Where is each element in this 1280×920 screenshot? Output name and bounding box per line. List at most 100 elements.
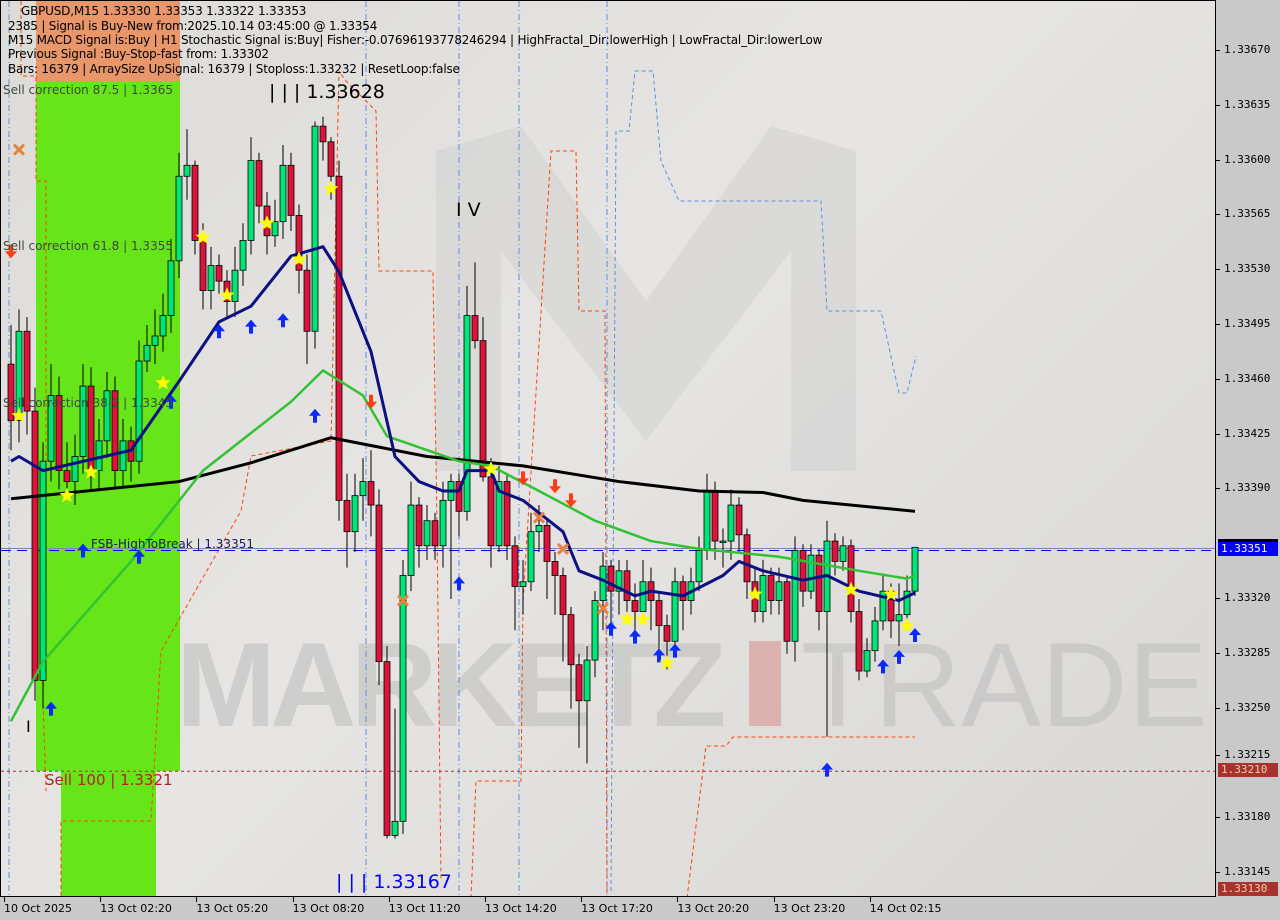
candle-body xyxy=(791,550,799,642)
candle xyxy=(231,246,239,318)
candle-body xyxy=(743,534,751,583)
ma-price-tag xyxy=(1218,539,1278,544)
candle-body xyxy=(799,550,807,592)
candle xyxy=(287,152,295,232)
candle xyxy=(311,121,319,349)
star-signal-icon xyxy=(259,215,275,230)
candle xyxy=(503,473,511,560)
candle-body xyxy=(911,546,919,592)
price-tick: 1.33320 xyxy=(1215,590,1271,604)
candle xyxy=(879,575,887,631)
star-signal-icon xyxy=(635,611,651,626)
candle-body xyxy=(343,499,351,533)
candle-body xyxy=(303,269,311,332)
candle-body xyxy=(623,570,631,601)
current-price-tag: 1.33351 xyxy=(1218,542,1278,557)
candle-body xyxy=(247,160,255,241)
star-signal-icon xyxy=(619,611,635,626)
candle-body xyxy=(711,490,719,542)
star-signal-icon xyxy=(747,586,763,601)
wave-i-label: I xyxy=(26,717,31,736)
candle xyxy=(455,473,463,537)
indicator-signals: M15 MACD Signal is:Buy | H1 Stochastic S… xyxy=(8,33,823,47)
star-signal-icon xyxy=(483,461,499,476)
price-tick: 1.33460 xyxy=(1215,371,1271,385)
candle xyxy=(55,376,63,490)
candle-body xyxy=(191,164,199,241)
candle-body xyxy=(119,440,127,472)
candle-body xyxy=(327,141,335,177)
candle-body xyxy=(503,481,511,547)
price-tick: 1.33670 xyxy=(1215,43,1271,56)
candle xyxy=(335,160,343,521)
candle-body xyxy=(167,260,175,317)
previous-signal: Previous Signal :Buy-Stop-fast from: 1.3… xyxy=(8,47,269,61)
price-axis[interactable]: 1.33670 1.33635 1.33600 1.33565 1.33530 1.334… xyxy=(1215,0,1280,897)
candle xyxy=(591,591,599,678)
price-tick: 1.33495 xyxy=(1215,316,1271,330)
chart-area[interactable]: MARKETZ TRADE GBPUSD,M15 1.33330 1.33353 … xyxy=(0,0,1216,897)
candle xyxy=(495,465,503,553)
candle-body xyxy=(663,625,671,642)
sell-arrow-icon xyxy=(5,244,17,259)
candle-body xyxy=(407,504,415,576)
candle-body xyxy=(479,340,487,478)
buy-arrow-icon xyxy=(133,549,145,564)
watermark-m-icon xyxy=(436,126,856,471)
candle-body xyxy=(871,620,879,652)
candle-body xyxy=(143,344,151,362)
buy-arrow-icon xyxy=(77,543,89,558)
ma-mid-line xyxy=(9,369,916,722)
cross-signal-icon xyxy=(12,143,26,156)
candle xyxy=(703,473,711,560)
watermark-logo: MARKETZ TRADE xyxy=(176,126,1208,752)
candle-body xyxy=(575,664,583,702)
bars-info: Bars: 16379 | ArraySize UpSignal: 16379 … xyxy=(8,62,460,76)
candle xyxy=(7,324,15,451)
channel-line xyxy=(610,70,917,892)
sell-100-label: Sell 100 | 1.3321 xyxy=(45,771,173,789)
sell100-price-tag: 1.33210 xyxy=(1218,763,1278,778)
candle-body xyxy=(335,175,343,501)
candle-body xyxy=(63,470,71,482)
candle xyxy=(103,371,111,459)
star-signal-icon xyxy=(883,586,899,601)
sell-correction-618: Sell correction 61.8 | 1.3355 xyxy=(3,239,173,253)
candle-body xyxy=(423,520,431,547)
candle-body xyxy=(695,550,703,583)
star-signal-icon xyxy=(843,581,859,597)
symbol-ohlc: GBPUSD,M15 1.33330 1.33353 1.33322 1.333… xyxy=(21,4,307,18)
candle-body xyxy=(703,490,711,551)
candle-body xyxy=(655,600,663,627)
time-axis[interactable]: 10 Oct 2025 13 Oct 02:20 13 Oct 05:20 13 Oc… xyxy=(0,897,1216,920)
buy-arrow-icon xyxy=(893,649,905,664)
candle xyxy=(343,473,351,568)
candle-body xyxy=(7,363,15,421)
buy-arrow-icon xyxy=(877,659,889,674)
candle-body xyxy=(775,581,783,601)
stoploss-line xyxy=(686,736,915,896)
candle-body xyxy=(543,525,551,562)
candle-body xyxy=(311,125,319,332)
candle xyxy=(39,442,47,709)
candle xyxy=(567,606,575,709)
candle-body xyxy=(767,575,775,601)
candle xyxy=(575,653,583,748)
candle-body xyxy=(727,504,735,542)
time-tick: 10 Oct 2025 xyxy=(4,897,73,915)
candle-body xyxy=(215,265,223,282)
candle xyxy=(415,497,423,568)
candle xyxy=(839,536,847,571)
candle-body xyxy=(471,315,479,342)
candle-body xyxy=(151,335,159,346)
price-tick: 1.33215 xyxy=(1215,748,1271,762)
time-tick: 13 Oct 11:20 xyxy=(388,897,461,915)
low-label: | | | 1.33167 xyxy=(336,871,452,893)
candle xyxy=(463,285,471,521)
candle xyxy=(423,505,431,560)
buy-arrow-icon xyxy=(309,408,321,423)
candle xyxy=(431,512,439,560)
candle xyxy=(607,559,615,631)
time-tick: 13 Oct 20:20 xyxy=(677,897,750,915)
candle xyxy=(295,204,303,294)
